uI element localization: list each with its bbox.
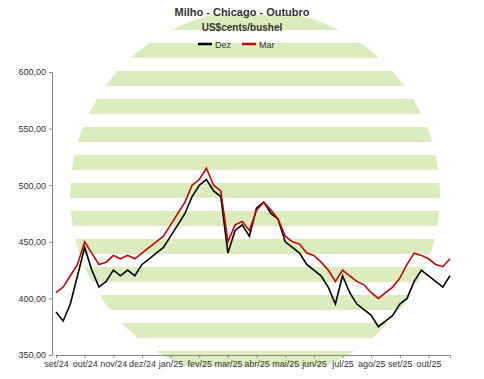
y-tick-mark (49, 129, 52, 130)
x-tick-label: abr/25 (244, 359, 270, 369)
x-axis: set/24 out/24nov/24dez/24jan/25 fev/25mar/… (44, 355, 450, 369)
x-tick-label: jan/25 (158, 359, 184, 369)
x-axis-line (57, 356, 451, 359)
legend-swatch (198, 43, 212, 46)
y-tick: 500,00 (18, 181, 52, 191)
x-tick-mark (314, 355, 315, 358)
x-tick: dez/24 (129, 355, 156, 369)
x-tick: set/24 (44, 355, 69, 369)
background-stripe (60, 127, 460, 142)
x-tick: jan/25 (158, 355, 184, 369)
y-tick-label: 450,00 (18, 237, 46, 247)
x-tick-label: set/25 (388, 359, 413, 369)
y-tick-mark (49, 72, 52, 73)
x-tick-label: dez/24 (129, 359, 156, 369)
x-tick: ago/25 (358, 355, 386, 369)
background-stripe (60, 211, 460, 226)
x-tick: mai/25 (272, 355, 299, 369)
x-tick-label: mar/25 (214, 359, 242, 369)
x-tick-label: jun/25 (301, 359, 327, 369)
x-tick: jun/25 (301, 355, 327, 369)
x-tick: out/24 (73, 355, 98, 369)
title: Milho - Chicago - Outubro (174, 6, 309, 18)
x-tick-label: mai/25 (272, 359, 299, 369)
x-tick-label: out/24 (73, 359, 98, 369)
x-tick-mark (228, 355, 229, 358)
x-tick-label: fev/25 (188, 359, 213, 369)
x-tick-mark (142, 355, 143, 358)
x-tick-mark (199, 355, 200, 358)
x-tick-mark (56, 355, 57, 358)
x-tick-mark (343, 355, 344, 358)
x-tick-label: ago/25 (358, 359, 386, 369)
x-tick: fev/25 (188, 355, 213, 369)
background-stripe (60, 183, 460, 198)
x-tick-label: out/25 (416, 359, 441, 369)
x-tick-mark (257, 355, 258, 358)
x-tick: abr/25 (244, 355, 270, 369)
x-tick-mark (285, 355, 286, 358)
chart: Milho - Chicago - Outubro US$cents/bushel… (0, 0, 484, 379)
y-tick-label: 500,00 (18, 181, 46, 191)
plot-area (56, 168, 450, 326)
legend-label: Mar (259, 40, 275, 50)
y-tick-label: 350,00 (18, 350, 46, 360)
y-tick-mark (49, 185, 52, 186)
x-tick-mark (113, 355, 114, 358)
legend-item: Mar (242, 40, 275, 50)
x-tick: mar/25 (214, 355, 242, 369)
x-tick-label: set/24 (44, 359, 69, 369)
x-tick: jul/25 (331, 355, 354, 369)
x-tick: nov/24 (100, 355, 127, 369)
x-tick-mark (171, 355, 172, 358)
background-stripe (60, 155, 460, 170)
x-tick-mark (85, 355, 86, 358)
x-tick-mark (371, 355, 372, 358)
background-stripe (60, 295, 460, 310)
y-tick: 400,00 (18, 294, 52, 304)
y-tick-mark (49, 242, 52, 243)
legend-item: Dez (198, 40, 232, 50)
background-stripe (60, 323, 460, 338)
legend: Dez Mar (198, 40, 275, 50)
x-tick: out/25 (416, 355, 441, 369)
y-tick: 550,00 (18, 124, 52, 134)
x-tick-mark (400, 355, 401, 358)
background-stripe (60, 99, 460, 114)
y-axis: 350,00 400,00 450,00 500,00 550,00 600,00 (18, 67, 52, 360)
y-tick: 600,00 (18, 67, 52, 77)
background-stripe (60, 239, 460, 254)
x-tick-mark (429, 355, 430, 358)
y-tick-mark (49, 298, 52, 299)
background-decoration (60, 15, 460, 379)
y-tick-label: 600,00 (18, 67, 46, 77)
y-axis-line (49, 73, 53, 356)
series-line (56, 168, 450, 298)
y-tick-mark (49, 355, 52, 356)
subtitle: US$cents/bushel (202, 22, 283, 33)
legend-swatch (242, 43, 256, 46)
series-line (56, 180, 450, 327)
background-stripe (60, 71, 460, 86)
y-tick-label: 400,00 (18, 294, 46, 304)
x-tick: set/25 (388, 355, 413, 369)
legend-label: Dez (215, 40, 232, 50)
x-tick-label: nov/24 (100, 359, 127, 369)
y-tick-label: 550,00 (18, 124, 46, 134)
y-tick: 450,00 (18, 237, 52, 247)
x-tick-label: jul/25 (331, 359, 354, 369)
